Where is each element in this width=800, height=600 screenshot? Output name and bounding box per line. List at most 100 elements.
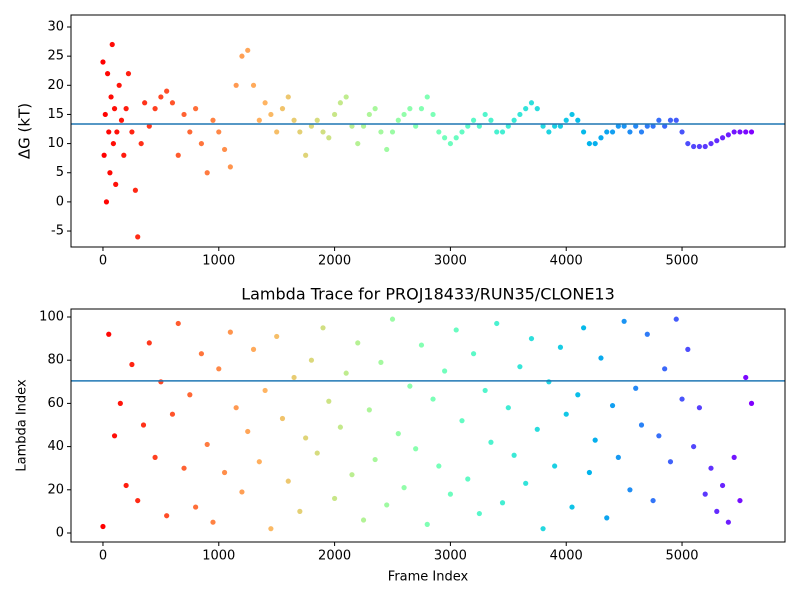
point	[135, 234, 141, 240]
point	[679, 129, 685, 135]
point	[360, 517, 367, 523]
point	[314, 450, 320, 456]
point	[100, 523, 106, 530]
point	[418, 106, 425, 112]
point	[291, 374, 297, 381]
point	[108, 94, 114, 100]
point	[113, 181, 119, 187]
point	[598, 355, 604, 361]
point	[262, 100, 268, 106]
point	[650, 123, 656, 129]
point	[476, 123, 482, 129]
point	[274, 129, 280, 135]
y-tick-label: 30	[47, 20, 64, 35]
point	[121, 152, 127, 158]
point	[563, 117, 569, 123]
point	[337, 424, 343, 430]
point	[615, 454, 621, 460]
y-tick-label: 80	[47, 353, 64, 368]
point	[210, 519, 216, 525]
x-tick-label: 4000	[550, 254, 583, 269]
point	[303, 152, 309, 158]
point	[308, 123, 315, 129]
point	[103, 199, 110, 205]
y-tick-label: 0	[56, 194, 64, 209]
point	[714, 508, 720, 514]
point	[621, 318, 627, 324]
point	[314, 117, 320, 123]
x-tick-label: 3000	[434, 549, 467, 564]
x-tick-label: 1000	[202, 254, 235, 269]
point	[109, 41, 115, 48]
point	[114, 129, 120, 135]
point	[470, 117, 477, 123]
point	[424, 521, 430, 527]
point	[320, 129, 326, 135]
y-tick-label: 40	[47, 439, 64, 454]
y-axis-label: ΔG (kT)	[16, 103, 34, 159]
point	[644, 331, 650, 337]
point	[656, 433, 662, 439]
point	[569, 111, 575, 118]
point	[534, 106, 540, 112]
point	[355, 140, 361, 147]
point	[101, 152, 107, 158]
point	[389, 316, 396, 322]
point	[360, 123, 367, 129]
point	[679, 396, 685, 402]
point	[499, 500, 506, 506]
point	[465, 476, 471, 482]
point	[592, 437, 598, 443]
point	[297, 129, 303, 135]
point	[557, 344, 564, 350]
point	[146, 123, 152, 129]
point	[436, 129, 442, 135]
point	[609, 402, 616, 409]
point	[233, 405, 239, 411]
point	[442, 135, 448, 141]
point	[662, 123, 668, 129]
point	[482, 111, 488, 118]
point	[285, 478, 291, 484]
point	[459, 129, 465, 135]
point	[268, 111, 274, 118]
point	[135, 497, 141, 504]
point	[714, 138, 720, 144]
point	[430, 111, 436, 118]
x-tick-label: 3000	[434, 254, 467, 269]
point	[569, 504, 575, 510]
point	[407, 383, 413, 389]
point	[494, 129, 500, 135]
point	[210, 117, 216, 123]
point	[453, 327, 459, 333]
point	[494, 320, 500, 327]
point	[592, 140, 598, 147]
point	[644, 123, 650, 129]
point	[110, 140, 116, 147]
point	[123, 482, 129, 489]
point	[627, 129, 633, 135]
point	[748, 400, 755, 406]
point	[250, 82, 257, 88]
point	[725, 519, 731, 525]
point	[372, 456, 378, 463]
point	[164, 513, 170, 519]
point	[719, 482, 726, 489]
point	[511, 452, 517, 458]
point	[638, 129, 645, 135]
point	[117, 400, 123, 406]
point	[488, 117, 494, 123]
point	[482, 387, 488, 394]
point	[580, 325, 587, 331]
point	[274, 333, 280, 340]
axes: 0 1000 2000 3000 4000 5000 0 20 40 60 80 100 Lambda …	[15, 285, 786, 585]
point	[401, 485, 407, 491]
point	[748, 129, 755, 135]
point	[187, 392, 193, 398]
point	[528, 335, 535, 342]
point	[158, 379, 164, 385]
point	[557, 123, 564, 129]
point	[343, 94, 349, 100]
point	[743, 374, 749, 381]
point	[499, 129, 506, 135]
